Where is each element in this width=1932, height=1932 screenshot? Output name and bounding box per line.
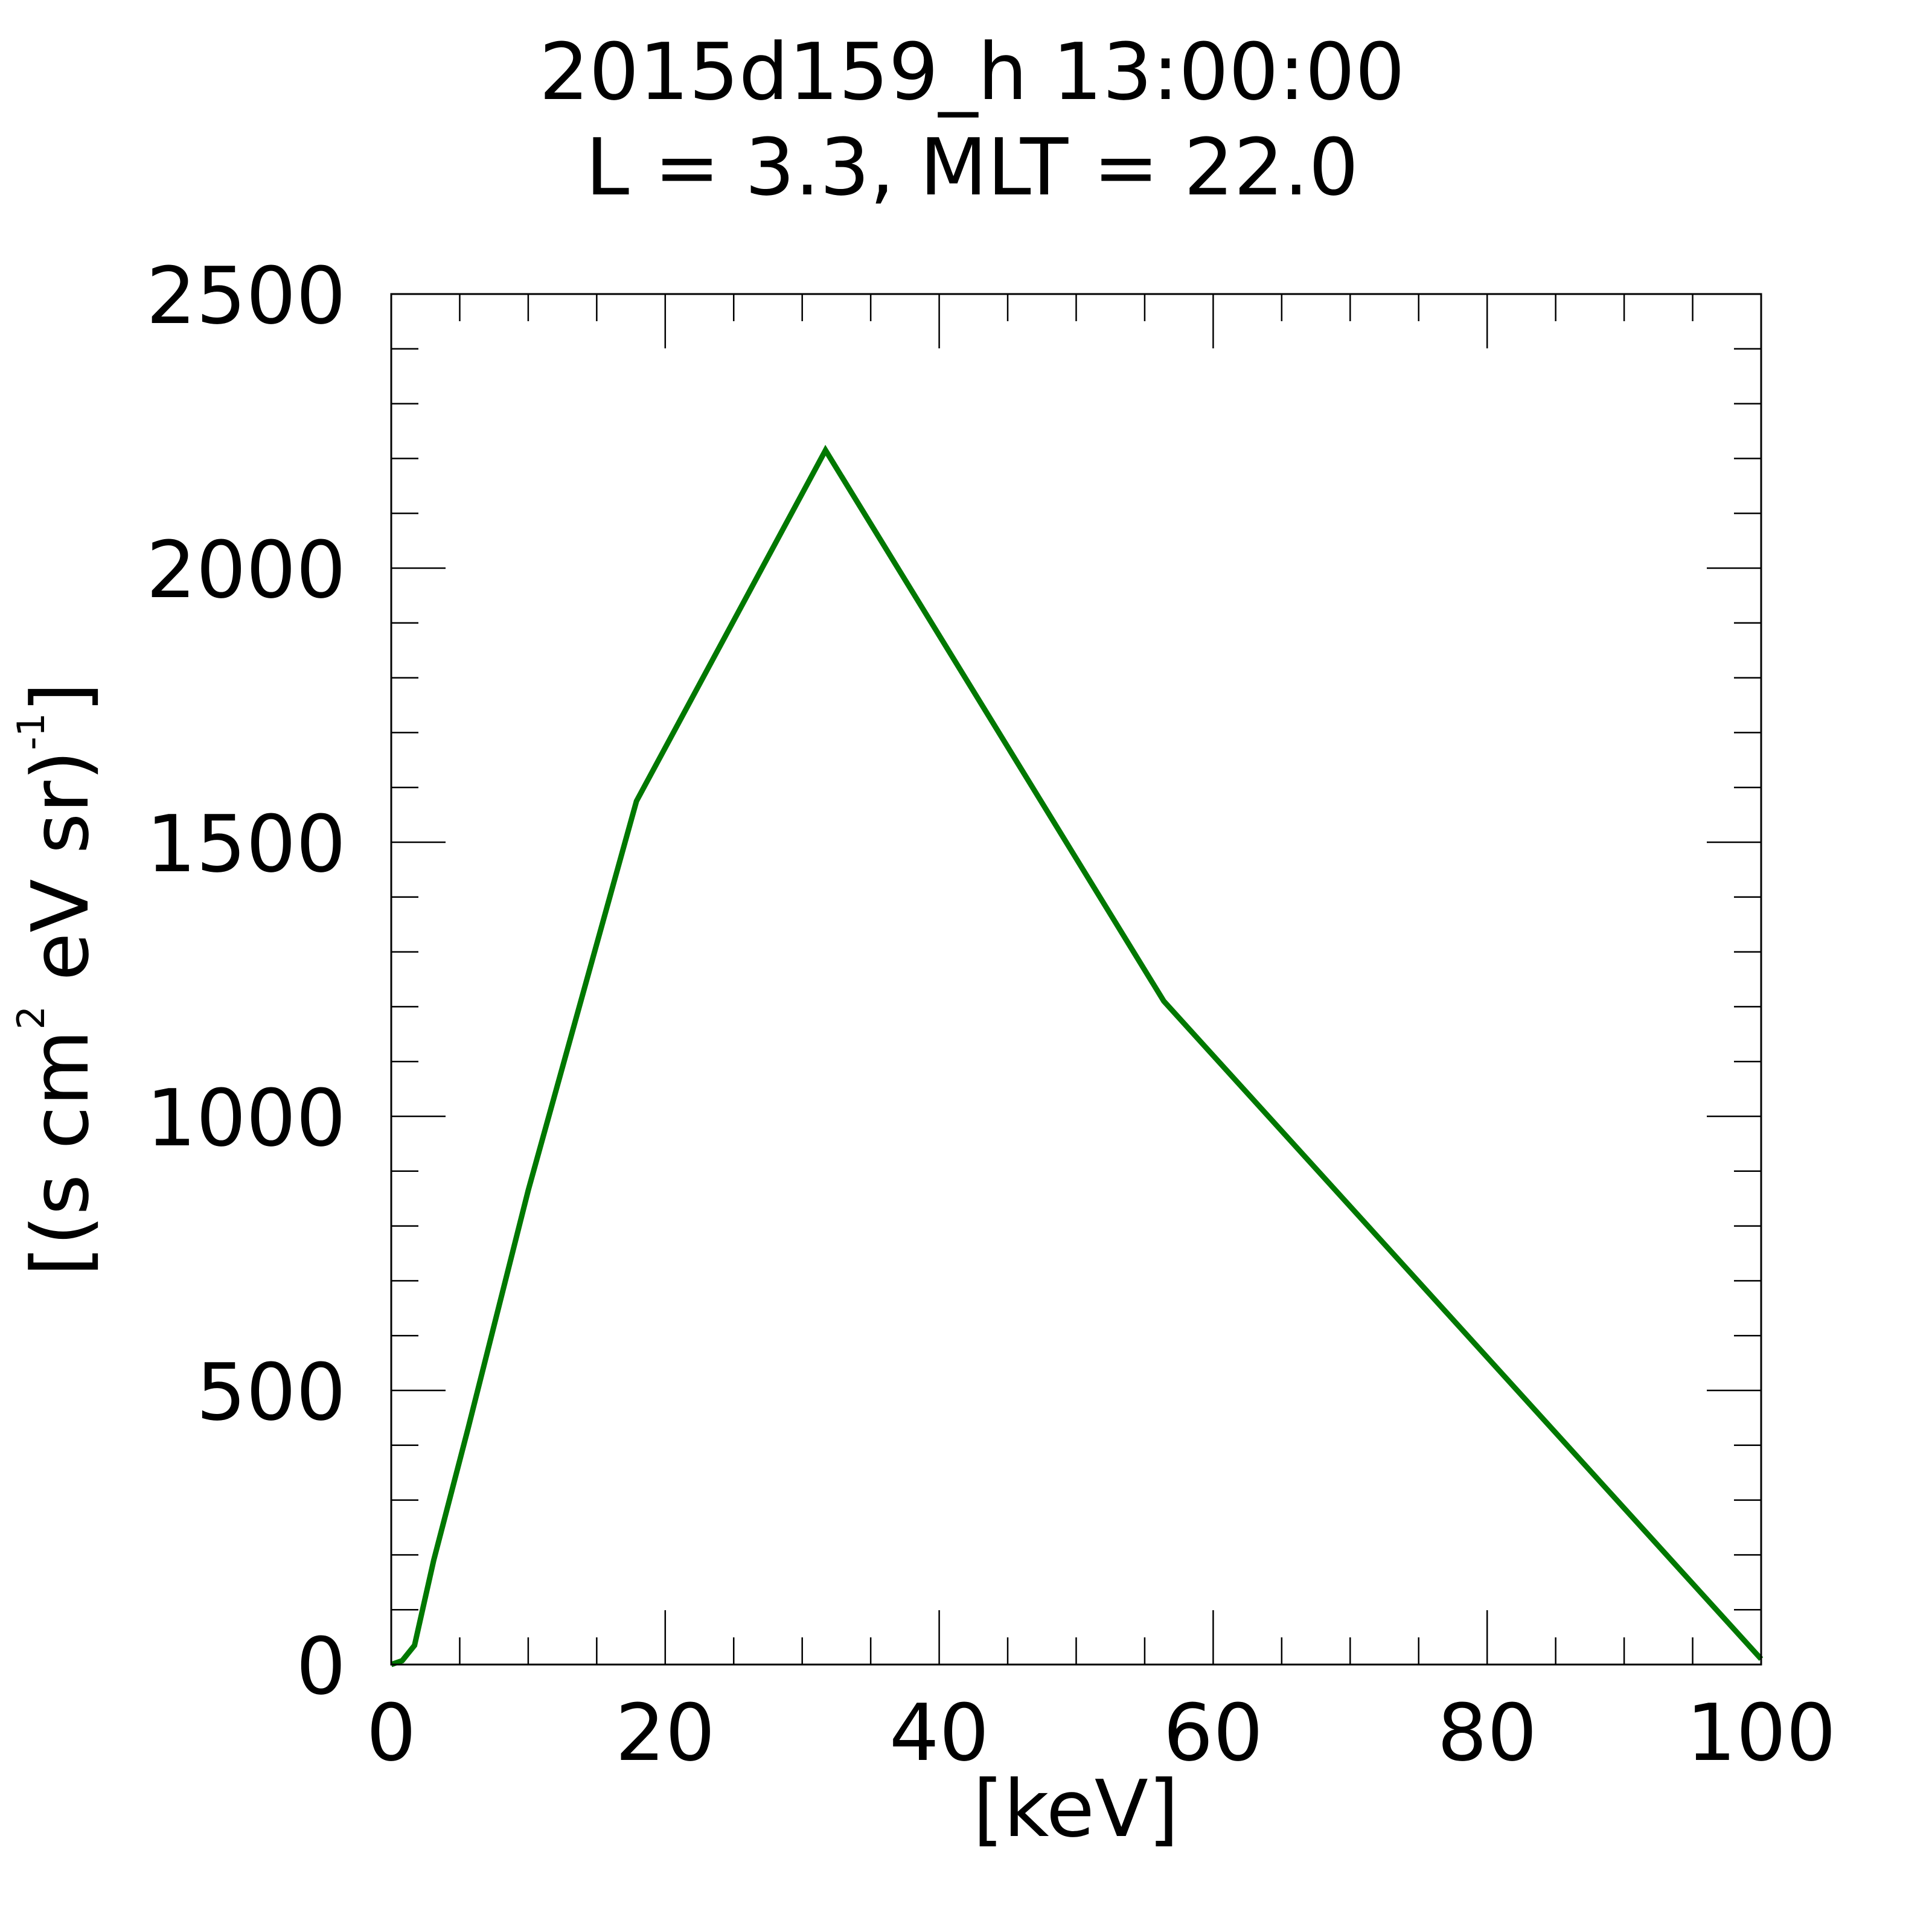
y-label-sup1: 2 <box>9 1006 53 1029</box>
x-tick-label: 80 <box>1437 1687 1537 1779</box>
y-tick-label: 2000 <box>146 524 346 616</box>
y-tick-label: 500 <box>196 1346 346 1438</box>
x-tick-label: 0 <box>366 1687 417 1779</box>
series-line <box>390 444 1764 1668</box>
x-tick-label: 40 <box>889 1687 989 1779</box>
y-label-part1: [(s cm <box>14 1029 106 1276</box>
plot-frame <box>390 293 1762 1666</box>
y-tick-label: 1500 <box>146 798 346 890</box>
y-tick-label: 2500 <box>146 250 346 342</box>
chart-subtitle: L = 3.3, MLT = 22.0 <box>586 121 1359 213</box>
axis-ticks <box>390 293 1762 1666</box>
y-label-part2: eV sr) <box>14 750 106 1006</box>
x-axis-label: [keV] <box>973 1763 1179 1855</box>
x-tick-label: 60 <box>1163 1687 1263 1779</box>
y-tick-label: 0 <box>296 1620 346 1712</box>
x-tick-label: 20 <box>615 1687 715 1779</box>
x-tick-label: 100 <box>1686 1687 1836 1779</box>
y-axis-label: [(s cm2 eV sr)-1] <box>9 682 106 1276</box>
y-label-part3: ] <box>14 682 106 713</box>
chart-title: 2015d159_h 13:00:00 <box>539 26 1405 118</box>
y-label-sup2: -1 <box>9 713 53 750</box>
y-tick-label: 1000 <box>146 1072 346 1164</box>
